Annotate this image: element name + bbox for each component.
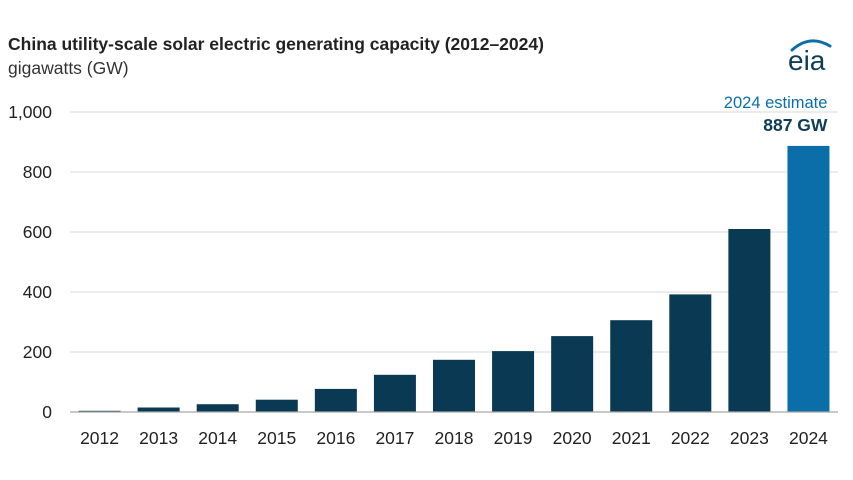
x-tick-label: 2016 (316, 428, 355, 448)
bar (196, 404, 239, 412)
bar (610, 320, 653, 412)
x-tick-label: 2018 (435, 428, 474, 448)
bar (314, 388, 357, 412)
annotation-label: 2024 estimate (724, 94, 828, 112)
x-tick-label: 2012 (80, 428, 119, 448)
x-tick-label: 2024 (789, 428, 828, 448)
bar (728, 229, 771, 412)
bar (137, 407, 180, 412)
x-tick-label: 2015 (257, 428, 296, 448)
eia-logo-icon: eia (788, 39, 832, 76)
x-tick-label: 2019 (494, 428, 533, 448)
chart-subtitle: gigawatts (GW) (8, 58, 129, 78)
y-tick-label: 200 (23, 342, 52, 362)
bar (669, 294, 712, 412)
bar (551, 336, 594, 412)
x-tick-label: 2013 (139, 428, 178, 448)
bar (492, 351, 535, 412)
eia-logo-text: eia (788, 45, 826, 76)
bar (787, 145, 830, 412)
y-tick-label: 800 (23, 162, 52, 182)
x-tick-label: 2022 (671, 428, 710, 448)
x-tick-label: 2017 (375, 428, 414, 448)
x-tick-label: 2014 (198, 428, 237, 448)
y-tick-label: 0 (42, 402, 52, 422)
x-tick-label: 2021 (612, 428, 651, 448)
bar (433, 359, 475, 412)
x-tick-label: 2023 (730, 428, 769, 448)
x-tick-label: 2020 (553, 428, 592, 448)
bar (255, 399, 298, 412)
annotation-value: 887 GW (763, 115, 828, 135)
y-tick-label: 400 (23, 282, 52, 302)
bar (373, 374, 416, 412)
y-tick-label: 1,000 (8, 102, 52, 122)
chart-title: China utility-scale solar electric gener… (8, 34, 544, 54)
y-tick-label: 600 (23, 222, 52, 242)
